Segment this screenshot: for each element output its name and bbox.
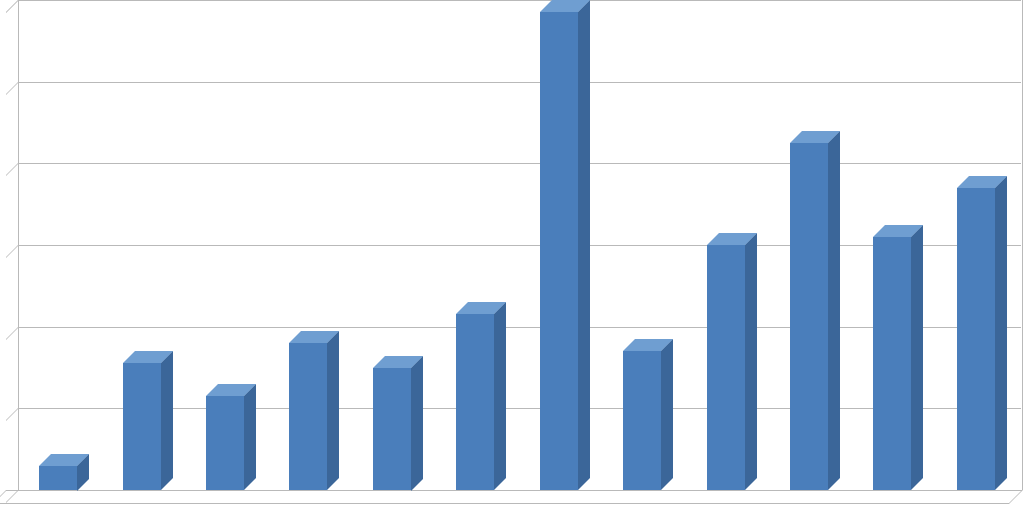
bar: [456, 314, 494, 490]
bar: [790, 143, 828, 490]
bar-front-face: [540, 12, 578, 490]
bar-front-face: [873, 237, 911, 490]
bar-side-face: [661, 339, 673, 490]
bar-front-face: [957, 188, 995, 490]
bar: [540, 12, 578, 490]
bar-front-face: [123, 363, 161, 490]
bar: [873, 237, 911, 490]
bar-front-face: [707, 245, 745, 490]
bar: [123, 363, 161, 490]
bar-front-face: [206, 396, 244, 490]
gridline: [18, 163, 1021, 164]
bar: [289, 343, 327, 490]
bar: [206, 396, 244, 490]
bar-side-face: [494, 302, 506, 490]
bar-front-face: [456, 314, 494, 490]
bar-front-face: [373, 368, 411, 491]
bar: [39, 466, 77, 491]
bar-side-face: [411, 356, 423, 491]
bar-front-face: [790, 143, 828, 490]
bar-side-face: [244, 384, 256, 490]
bar-front-face: [289, 343, 327, 490]
bar-side-face: [327, 331, 339, 490]
bar-side-face: [995, 176, 1007, 490]
bar-side-face: [911, 225, 923, 490]
bar-side-face: [161, 351, 173, 490]
bar-front-face: [623, 351, 661, 490]
gridline: [18, 490, 1021, 491]
bar-chart: [0, 0, 1027, 506]
bar-front-face: [39, 466, 77, 491]
gridline: [18, 245, 1021, 246]
chart-floor: [0, 490, 1023, 504]
bar-side-face: [828, 131, 840, 490]
bar-side-face: [745, 233, 757, 490]
bar: [707, 245, 745, 490]
bar: [957, 188, 995, 490]
bar: [373, 368, 411, 491]
gridline: [18, 82, 1021, 83]
gridline: [18, 327, 1021, 328]
bar-side-face: [578, 0, 590, 490]
gridline: [18, 0, 1021, 1]
bar: [623, 351, 661, 490]
